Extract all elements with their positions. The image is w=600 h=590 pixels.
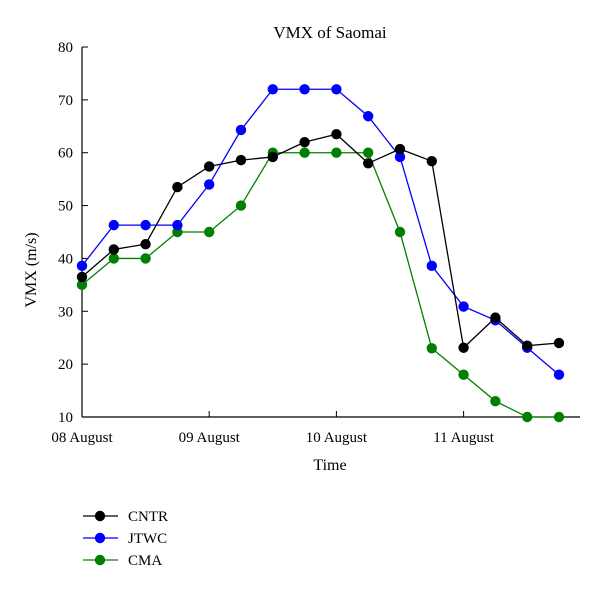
data-point-cma	[363, 147, 374, 158]
series-jtwc	[76, 84, 565, 380]
data-point-cntr	[553, 337, 565, 349]
data-point-jtwc	[108, 219, 120, 231]
x-tick-label: 10 August	[306, 430, 368, 446]
data-point-cntr	[331, 129, 342, 140]
series-cntr	[76, 129, 565, 353]
data-point-cma	[331, 147, 342, 158]
legend-label: CMA	[128, 553, 162, 569]
data-point-jtwc	[394, 151, 406, 163]
y-tick-label: 30	[58, 304, 73, 320]
data-point-cntr	[204, 161, 215, 172]
data-point-cntr	[267, 151, 278, 163]
data-point-jtwc	[267, 84, 278, 95]
data-point-cntr	[235, 154, 247, 166]
y-tick-label: 70	[58, 93, 73, 109]
data-point-cntr	[108, 244, 120, 255]
data-point-jtwc	[331, 84, 342, 95]
data-point-cma	[76, 279, 88, 291]
chart-title: VMX of Saomai	[273, 23, 387, 42]
data-point-cma	[108, 253, 120, 264]
legend: CNTR JTWC CMA	[83, 509, 168, 569]
series-cma	[76, 147, 565, 423]
legend-marker	[94, 532, 106, 544]
data-point-cntr	[394, 143, 406, 155]
data-point-cma	[394, 226, 406, 238]
data-point-jtwc	[140, 219, 151, 231]
series-layer	[76, 84, 565, 423]
legend-item-jtwc: JTWC	[83, 531, 167, 547]
data-point-cma	[235, 200, 247, 211]
data-point-jtwc	[299, 84, 310, 95]
y-tick-label: 20	[58, 357, 73, 373]
legend-item-cntr: CNTR	[83, 509, 168, 525]
legend-label: CNTR	[128, 509, 168, 525]
data-point-jtwc	[363, 111, 374, 122]
data-point-jtwc	[426, 260, 437, 272]
legend-item-cma: CMA	[83, 553, 162, 569]
data-point-cma	[458, 369, 469, 380]
data-point-cma	[140, 253, 151, 264]
data-point-cma	[553, 411, 565, 423]
data-point-cntr	[299, 136, 310, 148]
x-axis-title: Time	[313, 457, 346, 474]
y-tick-label: 40	[58, 251, 73, 267]
data-point-cntr	[490, 312, 501, 323]
data-point-jtwc	[553, 369, 565, 380]
x-tick-label: 11 August	[433, 430, 495, 446]
data-point-cntr	[426, 155, 437, 167]
y-tick-label: 60	[58, 146, 73, 162]
data-point-cntr	[522, 340, 533, 351]
data-point-cntr	[458, 342, 469, 353]
legend-label: JTWC	[128, 531, 167, 547]
series-line-cma	[81, 152, 559, 418]
data-point-cntr	[172, 181, 183, 193]
data-point-jtwc	[235, 124, 247, 136]
y-tick-label: 50	[58, 199, 73, 215]
data-point-cma	[426, 343, 437, 354]
y-tick-label: 80	[58, 40, 73, 56]
data-point-jtwc	[76, 260, 88, 272]
data-point-cma	[299, 147, 310, 158]
series-line-cntr	[81, 133, 560, 350]
x-tick-label: 09 August	[179, 430, 241, 446]
data-point-cntr	[363, 158, 374, 169]
axes	[81, 47, 580, 418]
series-line-jtwc	[81, 88, 560, 376]
data-point-cntr	[140, 238, 151, 250]
y-axis-title: VMX (m/s)	[23, 232, 40, 307]
data-point-jtwc	[458, 301, 469, 312]
y-ticks: 10 20 30 40 50 60 70 80	[58, 40, 88, 426]
legend-marker	[94, 510, 106, 522]
x-tick-label: 08 August	[51, 430, 113, 446]
data-point-cma	[490, 395, 501, 407]
data-point-cntr	[76, 271, 88, 283]
legend-marker	[94, 554, 106, 566]
x-ticks: 08 August 09 August 10 August 11 August	[51, 411, 495, 446]
data-point-cma	[204, 226, 215, 238]
y-tick-label: 10	[58, 410, 73, 426]
data-point-cma	[522, 411, 533, 423]
data-point-jtwc	[204, 179, 215, 190]
data-point-jtwc	[172, 219, 183, 231]
